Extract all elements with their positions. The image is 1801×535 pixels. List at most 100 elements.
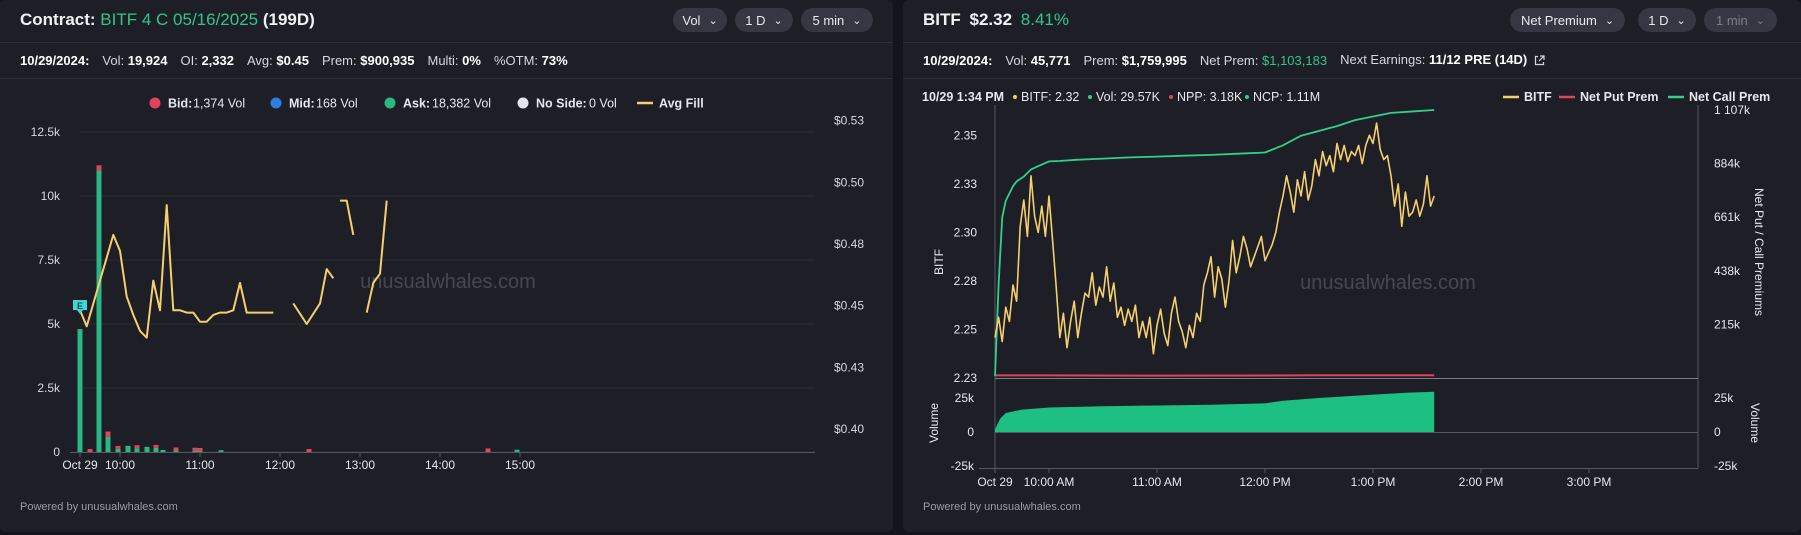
y2-tick-label: $0.40 [834,422,864,436]
mid-legend-label[interactable]: Mid: [289,97,315,111]
chevron-down-icon: ⌄ [1755,14,1765,27]
y-tick-label: 2.33 [954,177,978,191]
volume-tick-label: 25k [955,391,975,405]
bid-bar [485,448,491,452]
x-tick-label: 11:00 [185,458,214,472]
earnings-label: Next Earnings: [1340,52,1426,68]
left-plot-area: 0 2.5k 5k 7.5k 10k 12.5k $0.40 $0.43 $0.45 $0.48 $… [31,114,865,472]
ask-bar [160,449,166,452]
y-tick-label: 7.5k [37,253,61,267]
crosshair-readout-text: 10/29 1:34 PM [922,90,1004,104]
contract-name[interactable]: BITF 4 C 05/16/2025 [100,10,259,29]
y-tick-label: 2.28 [954,274,978,288]
marker-shape [73,300,87,314]
y-tick-label: 2.23 [954,371,978,385]
x-tick-label: 2:00 PM [1459,475,1504,489]
volume-tick-label-right: -25k [1714,459,1738,473]
ask-legend-dot [384,97,396,109]
x-tick-label: Oct 29 [62,458,98,472]
x-tick-label: 12:00 PM [1239,475,1290,489]
x-tick-label: 14:00 [425,458,455,472]
otm-label: %OTM: [493,53,539,68]
multi-value: 0% [462,53,481,68]
bid-bar [115,445,121,449]
multi-label: Multi: [427,53,459,68]
y2-tick-label: 884k [1714,157,1741,171]
ticker-symbol[interactable]: BITF [923,10,961,29]
watermark: unusualwhales.com [360,271,536,293]
crosshair-bitf: BITF: 2.32 [1021,90,1079,104]
vol-value: 45,771 [1030,53,1071,68]
ask-bar [96,170,102,452]
avg-label: Avg: [247,53,273,68]
contract-header: Contract: BITF 4 C 05/16/2025 (199D) Vol… [0,0,893,43]
range-dropdown-label: 1 D [1648,12,1669,28]
interval-dropdown[interactable]: 1 min ⌄ [1704,8,1777,32]
ticker-header: BITF $2.32 8.41% Net Premium ⌄ 1 D ⌄ 1 min… [903,0,1801,43]
contract-title-prefix: Contract: [20,10,96,29]
bid-legend-label[interactable]: Bid: [168,97,192,111]
ticker-change: 8.41% [1020,10,1069,29]
ask-bar [125,445,131,452]
oi-value: 2,332 [201,53,234,68]
interval-dropdown[interactable]: 5 min ⌄ [801,8,873,32]
crosshair-ncp: NCP: 1.11M [1253,90,1320,104]
marker-label: E [77,301,83,311]
powered-by[interactable]: Powered by unusualwhales.com [20,501,178,513]
metric-dropdown[interactable]: Net Premium ⌄ [1510,8,1625,32]
vol-label: Vol: [102,53,125,68]
contract-title: Contract: BITF 4 C 05/16/2025 (199D) [20,10,315,30]
contract-stats-bar: 10/29/2024: Vol: 19,924 OI: 2,332 Avg: $… [0,43,893,79]
ask-bar [173,450,179,452]
range-dropdown[interactable]: 1 D ⌄ [735,8,793,32]
y2-tick-label: $0.45 [834,299,864,313]
y2-tick-label: $0.53 [834,114,864,128]
interval-dropdown-label: 1 min [1715,12,1748,28]
ticker-panel: BITF $2.32 8.41% Net Premium ⌄ 1 D ⌄ 1 min… [903,0,1801,532]
avg-fill-line [365,200,388,313]
powered-by[interactable]: Powered by unusualwhales.com [923,501,1081,513]
external-link-icon[interactable] [1534,54,1545,69]
npp-legend-label[interactable]: Net Put Prem [1580,90,1659,104]
avg-fill-line [340,199,355,236]
watermark: unusualwhales.com [1300,272,1476,294]
otm-value: 73% [541,53,568,68]
x-tick-label: 13:00 [345,458,375,472]
x-tick-label: 3:00 PM [1567,475,1612,489]
bitf-legend-label[interactable]: BITF [1524,90,1552,104]
bid-bar [173,447,179,451]
stats-date: 10/29/2024: [20,53,90,68]
netprem-label: Net Prem: [1199,53,1259,68]
ncp-dot [1245,95,1249,99]
ask-legend-label[interactable]: Ask: [403,97,430,111]
y-axis-title: BITF [932,249,946,275]
bid-legend-value: 1,374 Vol [193,97,245,111]
chevron-down-icon: ⌄ [1676,14,1686,27]
y-tick-label: 5k [47,317,61,331]
ask-bar [153,447,159,452]
interval-dropdown-label: 5 min [812,12,845,28]
chevron-down-icon: ⌄ [773,14,783,27]
metric-dropdown-label: Vol [682,12,701,28]
contract-volume-chart[interactable]: Bid: 1,374 Vol Mid: 168 Vol Ask: 18,382 … [0,80,893,510]
crosshair-time: 10/29 1:34 PM [922,90,1004,104]
prem-label: Prem: [1083,53,1119,68]
y2-tick-label: 438k [1714,264,1741,278]
earnings-marker: E [73,300,87,314]
ask-bar [144,446,150,452]
ncp-legend-label[interactable]: Net Call Prem [1689,90,1770,104]
ask-bar [192,450,198,452]
metric-dropdown-label: Net Premium [1520,12,1597,28]
contract-panel: Contract: BITF 4 C 05/16/2025 (199D) Vol… [0,0,893,532]
prem-value: $900,935 [360,53,415,68]
x-tick-label: 15:00 [505,458,535,472]
ticker-stats-bar: 10/29/2024: Vol: 45,771 Prem: $1,759,995… [903,43,1801,79]
avgfill-legend-label[interactable]: Avg Fill [659,97,704,111]
noside-legend-label[interactable]: No Side: [536,97,587,111]
range-dropdown[interactable]: 1 D ⌄ [1638,8,1696,32]
metric-dropdown[interactable]: Vol ⌄ [673,8,727,32]
crosshair-vol: Vol: 29.57K [1096,90,1161,104]
ticker-premium-chart[interactable]: 10/29 1:34 PM BITF: 2.32 Vol: 29.57K NPP… [903,80,1801,510]
ask-legend-value: 18,382 Vol [432,97,491,111]
net-call-prem-line [994,109,1435,377]
